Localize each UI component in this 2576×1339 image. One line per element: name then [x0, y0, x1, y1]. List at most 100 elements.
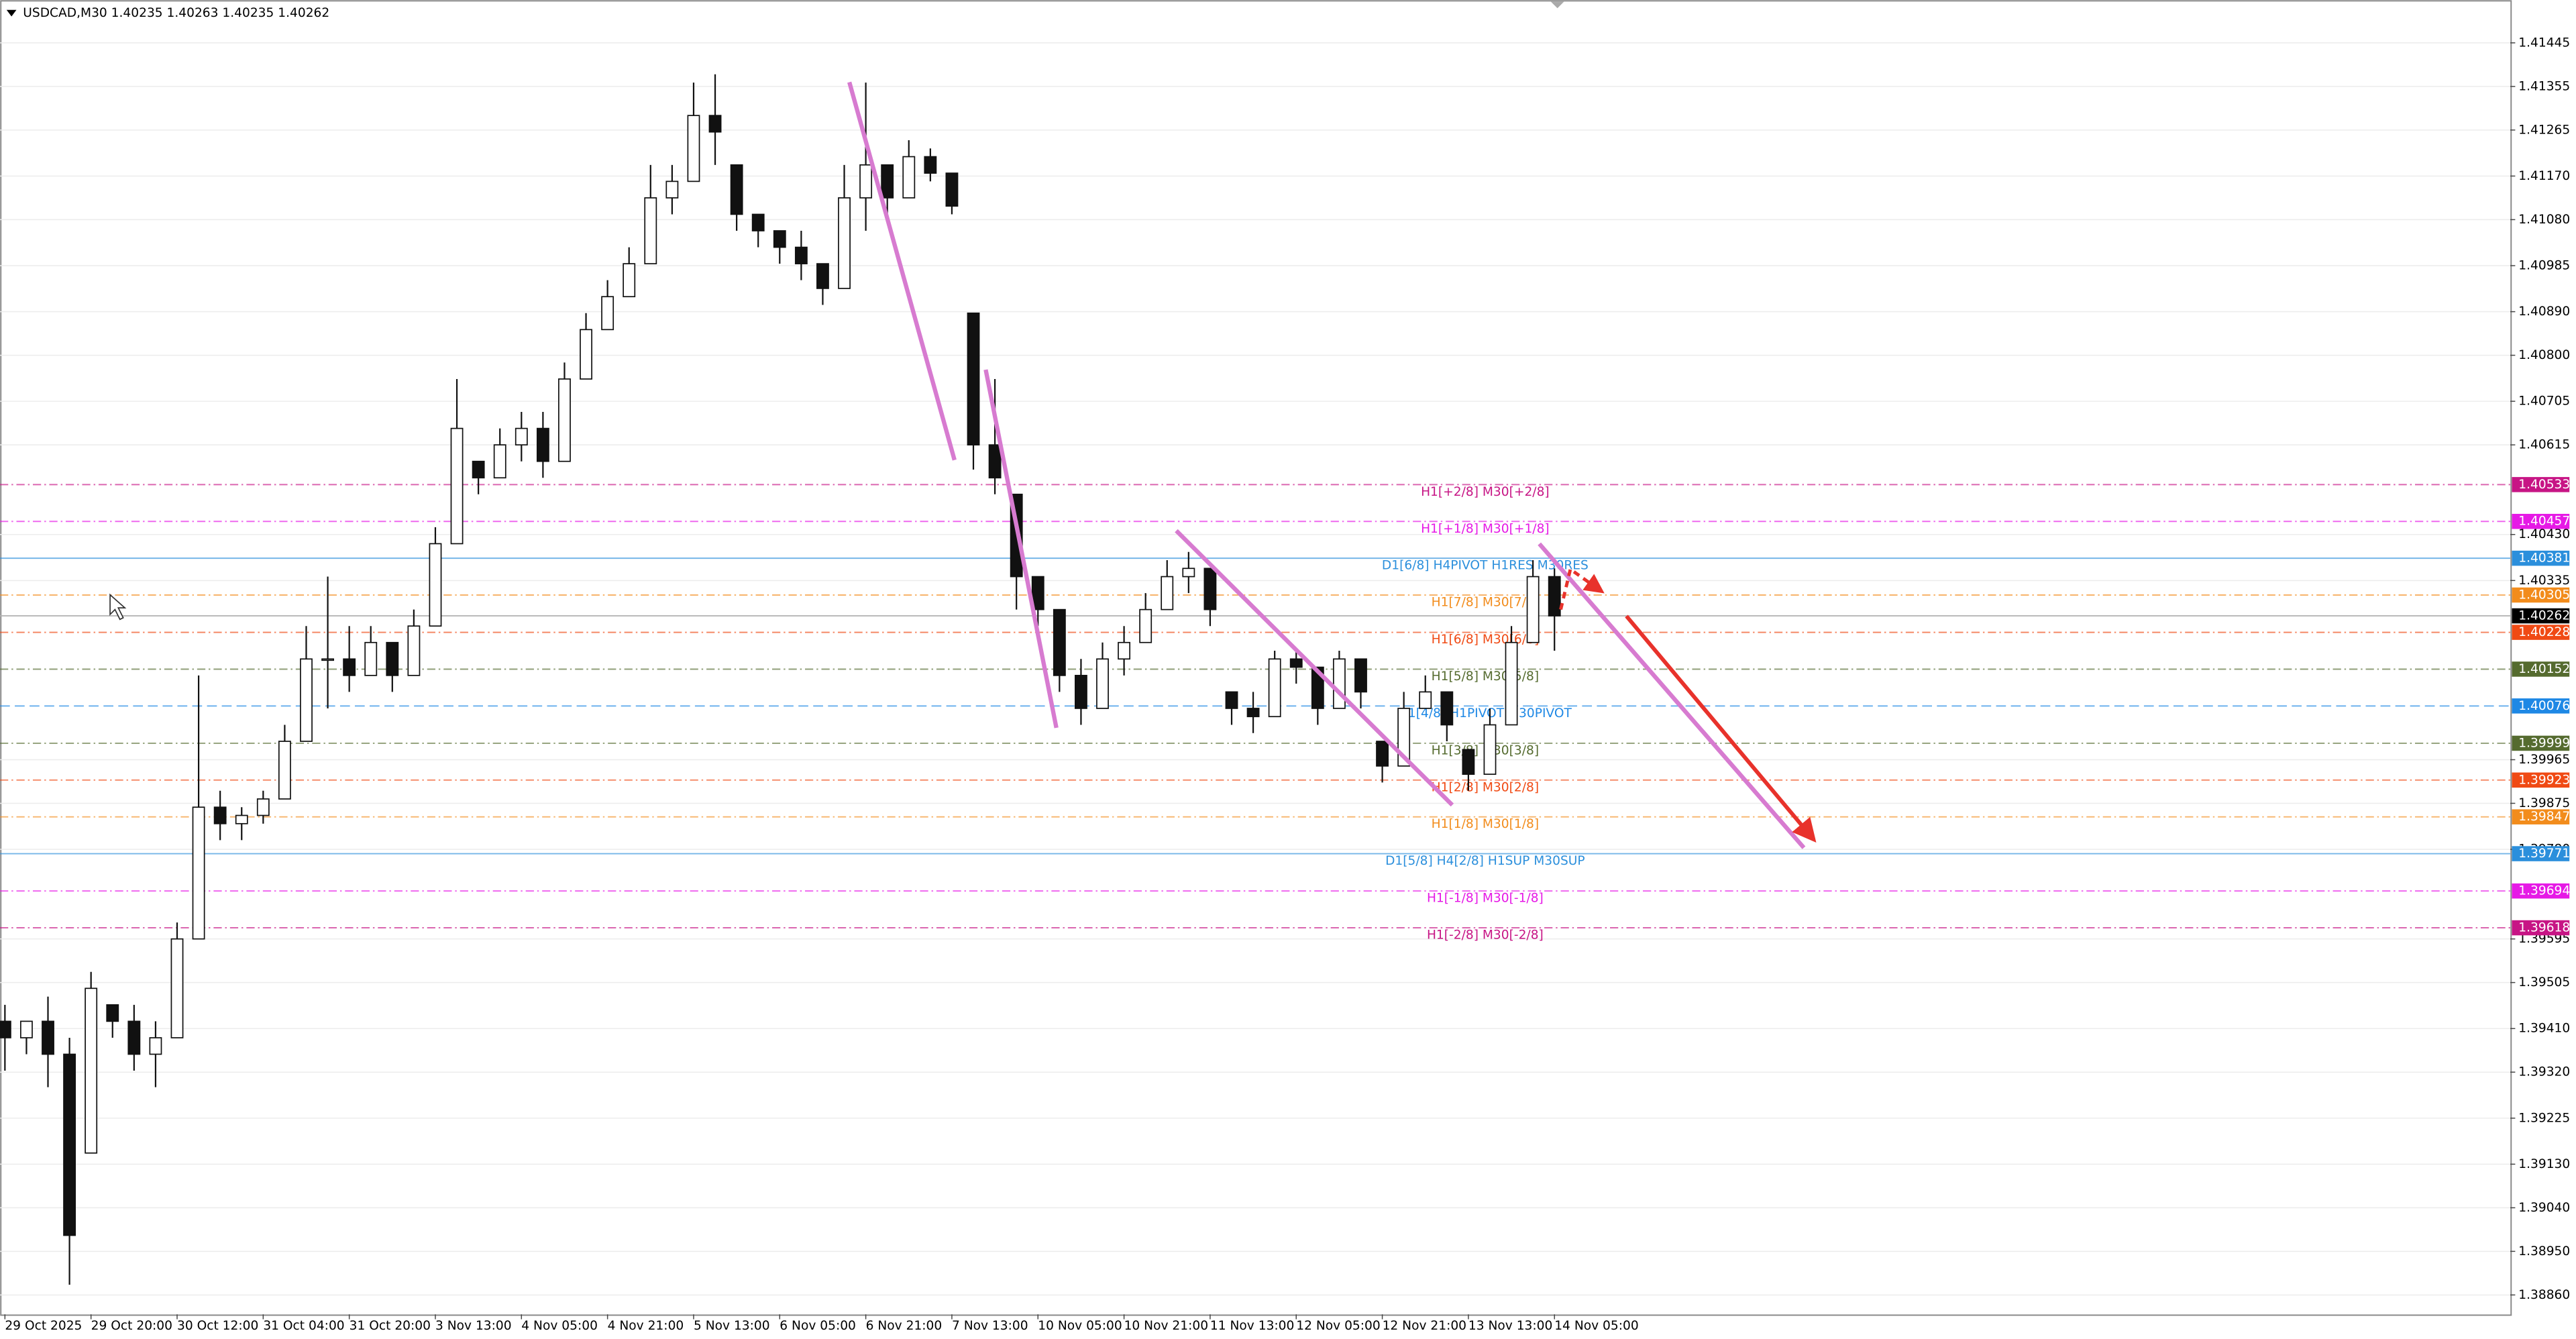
y-tick-label: 1.38860: [2518, 1288, 2570, 1302]
price-tag-label: 1.39771: [2518, 847, 2570, 861]
candle-body: [967, 312, 980, 446]
candle-body: [1096, 658, 1109, 709]
candle-body: [1376, 741, 1389, 767]
price-tag-label: 1.40457: [2518, 515, 2570, 529]
mouse-cursor: [109, 593, 127, 621]
price-tag: [2512, 698, 2570, 714]
x-tick-label: 31 Oct 20:00: [350, 1319, 431, 1333]
shift-marker: [1550, 1, 1564, 9]
y-tick-label: 1.40615: [2518, 438, 2570, 452]
candle-body: [1440, 691, 1454, 726]
price-tag-label: 1.40076: [2518, 699, 2570, 713]
y-tick-label: 1.41445: [2518, 36, 2570, 50]
forecast-dash: [1572, 570, 1605, 594]
candle-body: [256, 798, 270, 816]
y-tick-label: 1.41170: [2518, 169, 2570, 183]
candle-body: [63, 1053, 76, 1236]
candle-body: [1161, 576, 1174, 610]
candle-body: [1505, 641, 1518, 726]
level-label: H1[1/8] M30[1/8]: [1432, 817, 1539, 831]
candle-body: [665, 180, 679, 199]
price-tag: [2512, 883, 2570, 899]
candle-body: [213, 806, 227, 824]
candle-body: [1225, 691, 1238, 709]
price-tag: [2512, 846, 2570, 861]
candle-body: [623, 263, 636, 298]
price-tag: [2512, 920, 2570, 936]
price-tag-label: 1.40152: [2518, 662, 2570, 676]
price-tag: [2512, 809, 2570, 824]
chart-title: USDCAD,M30 1.40235 1.40263 1.40235 1.402…: [23, 6, 329, 20]
price-tag: [2512, 587, 2570, 603]
candle-body: [1462, 749, 1475, 775]
menu-arrow: [6, 9, 17, 17]
x-tick-label: 29 Oct 2025: [5, 1319, 82, 1333]
candle-body: [192, 806, 205, 940]
x-tick-label: 7 Nov 13:00: [952, 1319, 1028, 1333]
forecast-dash: [1559, 568, 1572, 610]
candle-body: [235, 814, 248, 824]
price-tag: [2512, 661, 2570, 677]
candle-body: [601, 296, 614, 331]
candle-body: [1031, 576, 1044, 610]
candle-body: [1548, 576, 1561, 617]
candle-body: [816, 263, 829, 289]
x-tick-label: 5 Nov 13:00: [694, 1319, 770, 1333]
price-tag: [2512, 550, 2570, 566]
price-axis: 1.41445 1.41355 1.41265 1.41170 1.41080 1.409…: [5, 36, 2570, 1333]
y-tick-label: 1.40800: [2518, 348, 2570, 362]
price-tag-label: 1.39694: [2518, 884, 2570, 898]
candle-body: [170, 938, 184, 1038]
y-tick-label: 1.39130: [2518, 1157, 2570, 1171]
candle-body: [881, 164, 894, 199]
price-tag: [2512, 735, 2570, 751]
candle-body: [1118, 641, 1131, 660]
level-label: H1[-2/8] M30[-2/8]: [1427, 928, 1544, 943]
y-tick-label: 1.41080: [2518, 213, 2570, 227]
y-tick-label: 1.41265: [2518, 123, 2570, 137]
candle-body: [1203, 568, 1217, 610]
candle-body: [536, 427, 549, 462]
x-tick-label: 3 Nov 13:00: [435, 1319, 512, 1333]
price-tag: [2512, 608, 2570, 624]
grid: [0, 42, 2511, 1320]
candle-body: [1139, 608, 1152, 643]
y-tick-label: 1.39965: [2518, 753, 2570, 767]
price-tag-label: 1.39999: [2518, 736, 2570, 750]
forecast-arrow: [1625, 614, 1817, 843]
candle-body: [945, 172, 959, 207]
candle-body: [924, 156, 937, 174]
candle-body: [364, 641, 378, 676]
x-tick-label: 4 Nov 05:00: [521, 1319, 598, 1333]
x-tick-label: 6 Nov 21:00: [866, 1319, 943, 1333]
y-tick-label: 1.40705: [2518, 394, 2570, 409]
level-label: H1[5/8] M30[5/8]: [1432, 670, 1539, 684]
x-tick-label: 12 Nov 05:00: [1296, 1319, 1380, 1333]
candle-body: [1053, 608, 1066, 676]
candle-body: [1246, 708, 1260, 718]
x-tick-label: 13 Nov 13:00: [1468, 1319, 1552, 1333]
candle-body: [493, 444, 506, 479]
price-tag: [2512, 772, 2570, 788]
x-tick-label: 12 Nov 21:00: [1383, 1319, 1466, 1333]
candle-body: [1268, 658, 1281, 718]
x-tick-label: 6 Nov 05:00: [780, 1319, 856, 1333]
price-tag-label: 1.39923: [2518, 773, 2570, 787]
y-tick-label: 1.40335: [2518, 574, 2570, 588]
candle-body: [644, 197, 657, 264]
price-tag: [2512, 513, 2570, 529]
y-tick-label: 1.38950: [2518, 1244, 2570, 1258]
level-label: D1[5/8] H4[2/8] H1SUP M30SUP: [1385, 854, 1585, 868]
candle-body: [1075, 674, 1087, 709]
candle-body: [730, 164, 743, 215]
candle-body: [1354, 658, 1367, 693]
y-tick-label: 1.39410: [2518, 1022, 2570, 1036]
candle-body: [1311, 666, 1324, 709]
x-tick-label: 10 Nov 05:00: [1038, 1319, 1122, 1333]
y-tick-label: 1.40890: [2518, 305, 2570, 319]
candle-body: [838, 197, 851, 289]
trend-line: [1175, 529, 1454, 807]
candle-body: [321, 658, 334, 661]
candle-body: [42, 1020, 54, 1055]
